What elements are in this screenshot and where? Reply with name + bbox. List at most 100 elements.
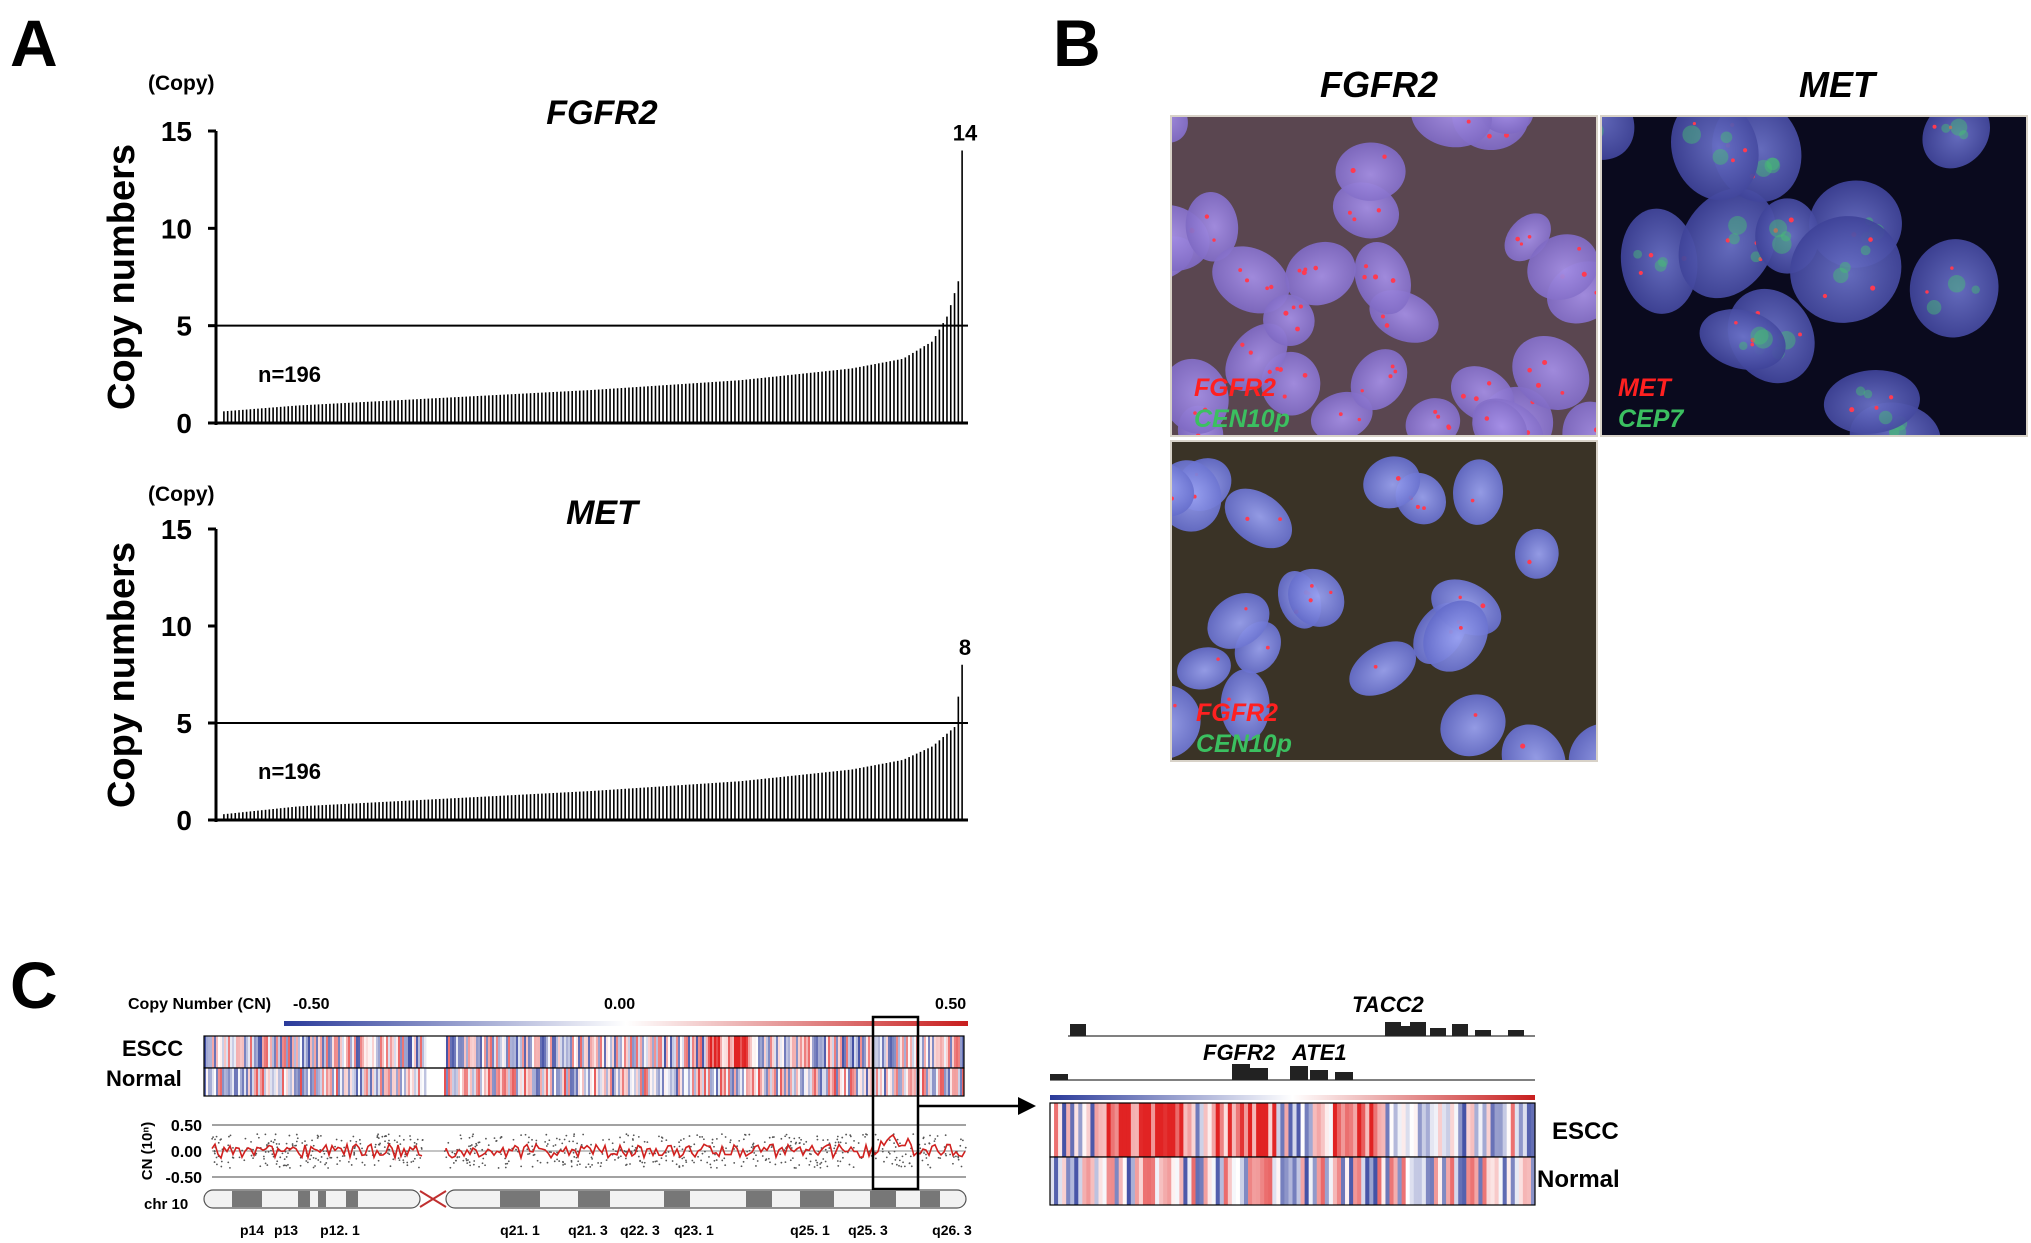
heat-cell [690, 1036, 693, 1068]
cn-probe-point [324, 1163, 326, 1166]
nucleus [1172, 358, 1229, 434]
cn-probe-point [468, 1161, 471, 1164]
cn-probe-point [470, 1144, 473, 1146]
y-tick-label: 15 [161, 514, 192, 545]
heat-cell [648, 1068, 651, 1096]
heat-cell [212, 1068, 215, 1096]
heat-cell [1316, 1157, 1322, 1205]
cn-probe-point [212, 1136, 214, 1139]
cn-probe-point [665, 1155, 667, 1157]
cn-probe-point [765, 1158, 768, 1161]
heat-cell [746, 1068, 749, 1096]
cn-probe-point [285, 1164, 288, 1167]
cn-probe-point [471, 1135, 474, 1138]
heat-cell [296, 1068, 299, 1096]
heat-cell [366, 1068, 369, 1096]
heat-cell [264, 1068, 267, 1096]
heat-cell [644, 1068, 647, 1096]
gene-feature [1050, 1074, 1068, 1080]
cn-probe-point [515, 1148, 517, 1151]
gene-feature [1430, 1028, 1446, 1036]
heat-cell [220, 1036, 223, 1068]
cn-probe-point [819, 1166, 822, 1169]
cn-probe-point [526, 1148, 529, 1151]
heat-cell [240, 1068, 243, 1096]
heat-cell [866, 1068, 869, 1096]
cn-probe-point [406, 1161, 409, 1164]
cn-probe-point [857, 1142, 860, 1144]
heat-cell [296, 1036, 299, 1068]
cn-probe-point [774, 1163, 777, 1166]
cn-probe-point [836, 1135, 839, 1138]
cn-probe-point [558, 1138, 561, 1141]
cn-probe-point [667, 1151, 670, 1153]
band-label: q25. 1 [790, 1222, 830, 1238]
chart-title: FGFR2 [546, 94, 658, 132]
heat-cell [228, 1068, 231, 1096]
heat-cell [1195, 1157, 1200, 1205]
heat-cell [1442, 1157, 1447, 1205]
heat-cell [252, 1068, 255, 1096]
cn-probe-point [264, 1133, 267, 1136]
heat-cell [664, 1068, 667, 1096]
cn-probe-point [587, 1163, 590, 1166]
fish-header-met: MET [1799, 64, 1875, 105]
cn-probe-point [413, 1157, 416, 1160]
heat-cell [222, 1036, 225, 1068]
heat-cell [860, 1068, 863, 1096]
heat-cell [1268, 1103, 1273, 1157]
heat-cell [286, 1068, 289, 1096]
heat-cell [706, 1068, 709, 1096]
cn-probe-point [793, 1137, 796, 1140]
cn-probe-point [570, 1165, 573, 1168]
cn-probe-point [779, 1153, 782, 1156]
fish-signal-red [1725, 238, 1731, 243]
fish-signal-red [1874, 405, 1879, 410]
heat-cell [710, 1068, 713, 1096]
cn-probe-point [465, 1158, 468, 1160]
cn-probe-point [316, 1134, 319, 1137]
heat-cell [904, 1068, 907, 1096]
heat-cell [1268, 1157, 1273, 1205]
cn-probe-point [837, 1141, 840, 1144]
heat-cell [1191, 1103, 1196, 1157]
heat-cell [676, 1036, 679, 1068]
cn-probe-point [795, 1167, 797, 1169]
heat-cell [1518, 1103, 1524, 1157]
heat-cell [566, 1068, 569, 1096]
heat-cell [636, 1036, 639, 1068]
cn-probe-point [724, 1164, 727, 1167]
heat-cell [722, 1036, 725, 1068]
cn-probe-point [729, 1139, 732, 1142]
heat-cell [320, 1068, 323, 1096]
gene-feature [1385, 1022, 1401, 1036]
cn-probe-point [608, 1138, 610, 1141]
heat-cell [230, 1068, 233, 1096]
fish-signal-red [1868, 237, 1873, 242]
cn-probe-point [418, 1166, 420, 1169]
cn-probe-point [755, 1165, 757, 1167]
fish-signal-red [1466, 119, 1471, 124]
heat-cell [1074, 1103, 1079, 1157]
cn-probe-point [658, 1163, 661, 1166]
heat-cell [1300, 1103, 1306, 1157]
cn-probe-point [864, 1135, 866, 1138]
cn-probe-point [409, 1135, 411, 1137]
heat-cell [262, 1068, 265, 1096]
cn-probe-point [548, 1139, 551, 1142]
chromosome-band [500, 1191, 540, 1207]
heat-cell [1272, 1157, 1277, 1205]
cn-probe-point [577, 1150, 579, 1153]
cn-probe-point [816, 1138, 819, 1141]
heat-cell [1211, 1103, 1217, 1157]
cn-probe-point [216, 1163, 218, 1166]
heat-cell [572, 1036, 575, 1068]
heat-cell [478, 1036, 481, 1068]
cn-probe-point [658, 1135, 660, 1138]
cn-probe-point [952, 1162, 954, 1165]
heat-cell [874, 1036, 877, 1068]
heat-cell [318, 1068, 321, 1096]
heat-cell [694, 1068, 697, 1096]
cn-probe-point [836, 1138, 839, 1141]
